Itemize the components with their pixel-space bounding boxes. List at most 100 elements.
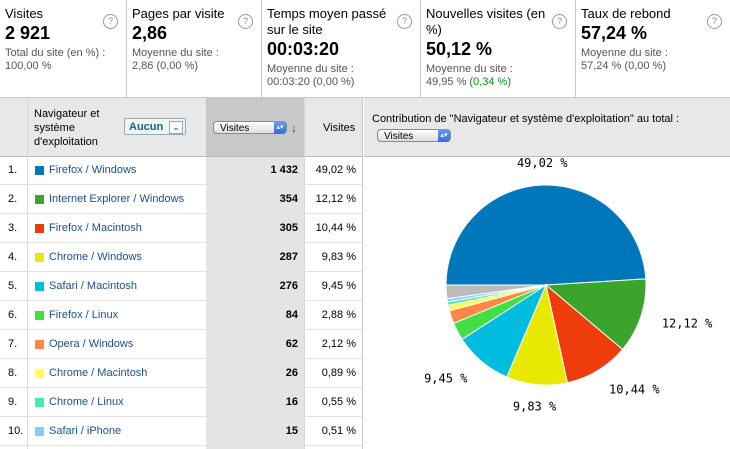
row-number: 2.: [8, 193, 18, 205]
metrics-bar: Visites 2 921 Total du site (en %) :100,…: [0, 0, 730, 98]
metric-new-visits: Nouvelles visites (en %) 50,12 % Moyenne…: [421, 0, 576, 97]
row-number: 5.: [8, 280, 18, 292]
row-percent: 9,45 %: [321, 280, 356, 292]
row-visits: 354: [279, 193, 298, 205]
chevron-down-icon: ⌄: [169, 121, 183, 134]
metric-label: Taux de rebond: [581, 6, 671, 21]
metric-label: Pages par visite: [132, 6, 225, 21]
metric-value: 2,86: [132, 23, 168, 43]
row-percent: 10,44 %: [315, 222, 356, 234]
row-visits: 16: [285, 396, 298, 408]
row-link[interactable]: Chrome / Macintosh: [49, 367, 148, 379]
color-swatch: [35, 427, 44, 436]
row-link[interactable]: Chrome / Linux: [49, 396, 124, 408]
table-row: 3. Firefox / Macintosh 305 10,44 %: [0, 214, 363, 243]
pie-label: 49,02 %: [517, 156, 568, 170]
pie-chart: 49,02 % 12,12 % 10,44 % 9,83 % 9,45 %: [424, 156, 713, 413]
metric-label: Visites: [5, 6, 44, 21]
pie-slice[interactable]: [445, 284, 547, 300]
pie-slice[interactable]: [445, 184, 647, 286]
table-row: 2. Internet Explorer / Windows 354 12,12 %: [0, 185, 363, 214]
help-icon[interactable]: ?: [103, 14, 118, 29]
color-swatch: [35, 282, 44, 291]
row-link[interactable]: Firefox / Macintosh: [49, 222, 142, 234]
row-visits: 305: [279, 222, 298, 234]
row-number: 4.: [8, 251, 18, 263]
help-icon[interactable]: ?: [238, 14, 253, 29]
row-number: 9.: [8, 396, 18, 408]
row-number: 7.: [8, 338, 18, 350]
chart-title: Contribution de "Navigateur et système d…: [372, 113, 680, 125]
dimension-label: Navigateur et système d'exploitation: [34, 108, 100, 148]
pie-slice[interactable]: [544, 278, 647, 351]
data-table: Navigateur et système d'exploitation Auc…: [0, 98, 363, 449]
select-arrows-icon: ▴▾: [274, 121, 286, 134]
row-link[interactable]: Opera / Windows: [49, 338, 134, 350]
chart-header: Contribution de "Navigateur et système d…: [364, 98, 730, 157]
row-link[interactable]: Internet Explorer / Windows: [49, 193, 185, 205]
metric-visits: Visites 2 921 Total du site (en %) :100,…: [0, 0, 127, 97]
row-percent: 0,55 %: [321, 396, 356, 408]
help-icon[interactable]: ?: [552, 14, 567, 29]
sort-down-arrow-icon[interactable]: ↓: [291, 121, 297, 135]
row-percent: 2,12 %: [321, 338, 356, 350]
row-link[interactable]: Safari / Macintosh: [49, 280, 138, 292]
column-divider: [362, 98, 363, 449]
row-visits: 276: [279, 280, 298, 292]
visits-column-header[interactable]: Visites: [323, 122, 356, 134]
row-visits: 15: [285, 425, 298, 437]
help-icon[interactable]: ?: [707, 14, 722, 29]
metric-sub: Moyenne du site :57,24 % (0,00 %): [581, 47, 668, 72]
metric-pages-per-visit: Pages par visite 2,86 Moyenne du site :2…: [127, 0, 262, 97]
row-visits: 26: [285, 367, 298, 379]
metric-label: Temps moyen passé sur le site: [267, 6, 387, 37]
row-percent: 0,89 %: [321, 367, 356, 379]
table-row: 9. Chrome / Linux 16 0,55 %: [0, 388, 363, 417]
color-swatch: [35, 224, 44, 233]
metric-label: Nouvelles visites (en %): [426, 6, 546, 37]
row-number: 3.: [8, 222, 18, 234]
color-swatch: [35, 195, 44, 204]
color-swatch: [35, 340, 44, 349]
table-row: 7. Opera / Windows 62 2,12 %: [0, 330, 363, 359]
pie-label: 9,83 %: [513, 399, 557, 413]
color-swatch: [35, 166, 44, 175]
metric-bounce-rate: Taux de rebond 57,24 % Moyenne du site :…: [576, 0, 730, 97]
row-visits: 62: [285, 338, 298, 350]
color-swatch: [35, 311, 44, 320]
row-number: 1.: [8, 164, 18, 176]
chart-metric-select[interactable]: Visites ▴▾: [377, 129, 451, 142]
table-row: 6. Firefox / Linux 84 2,88 %: [0, 301, 363, 330]
pie-label: 9,45 %: [424, 371, 468, 385]
segment-button[interactable]: Aucun ⌄: [124, 118, 186, 135]
metric-sub: Total du site (en %) :100,00 %: [5, 47, 106, 72]
metric-sub: Moyenne du site :49,95 % (0,34 %): [426, 63, 513, 88]
select-arrows-icon: ▴▾: [438, 129, 450, 142]
help-icon[interactable]: ?: [397, 14, 412, 29]
metric-value: 50,12 %: [426, 39, 493, 59]
metric-sub: Moyenne du site :2,86 (0,00 %): [132, 47, 219, 72]
metric-avg-time: Temps moyen passé sur le site 00:03:20 M…: [262, 0, 421, 97]
column-divider: [27, 98, 28, 449]
row-visits: 1 432: [270, 164, 298, 176]
column-divider: [304, 98, 305, 449]
row-number: 10.: [8, 425, 24, 437]
row-percent: 9,83 %: [321, 251, 356, 263]
row-link[interactable]: Chrome / Windows: [49, 251, 142, 263]
table-row: 4. Chrome / Windows 287 9,83 %: [0, 243, 363, 272]
row-link[interactable]: Firefox / Windows: [49, 164, 137, 176]
row-percent: 0,51 %: [321, 425, 356, 437]
table-row: 8. Chrome / Macintosh 26 0,89 %: [0, 359, 363, 388]
row-link[interactable]: Safari / iPhone: [49, 425, 122, 437]
row-percent: 12,12 %: [315, 193, 356, 205]
row-visits: 84: [285, 309, 298, 321]
row-link[interactable]: Firefox / Linux: [49, 309, 119, 321]
metric-sub: Moyenne du site :00:03:20 (0,00 %): [267, 63, 355, 88]
row-percent: 49,02 %: [315, 164, 356, 176]
metric-select[interactable]: Visites ▴▾: [213, 121, 287, 134]
row-percent: 2,88 %: [321, 309, 356, 321]
row-number: 8.: [8, 367, 18, 379]
pie-label: 10,44 %: [609, 382, 660, 396]
row-number: 6.: [8, 309, 18, 321]
metric-value: 00:03:20: [267, 39, 340, 59]
